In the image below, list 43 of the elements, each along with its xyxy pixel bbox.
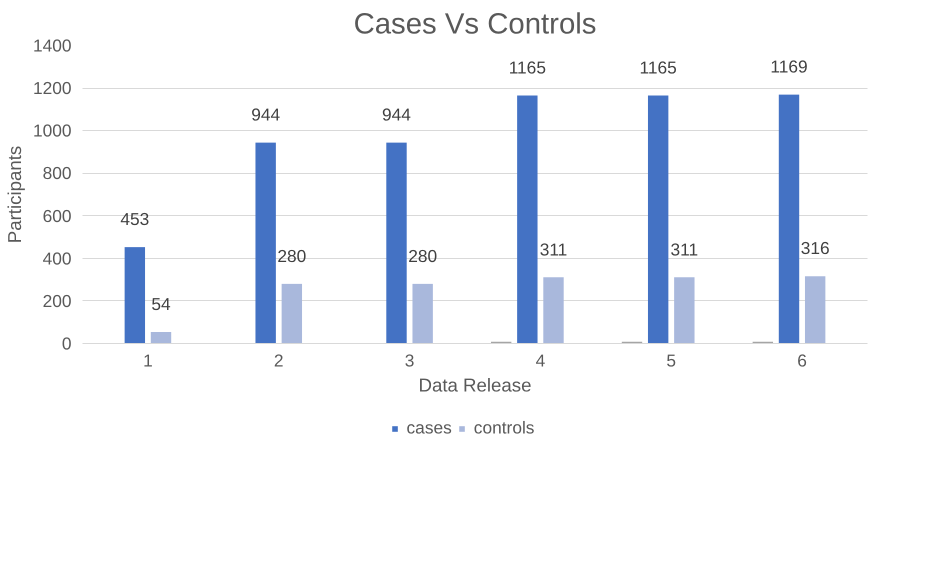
bar — [412, 284, 433, 344]
x-axis-title: Data Release — [418, 374, 532, 396]
y-tick-label: 200 — [42, 290, 72, 311]
x-tick-label: 2 — [274, 350, 284, 370]
x-tick-label: 5 — [666, 350, 676, 370]
bar — [517, 96, 538, 344]
data-label: 1165 — [508, 58, 546, 78]
x-tick-label: 6 — [797, 350, 807, 370]
y-tick-label: 0 — [62, 334, 72, 354]
data-label: 280 — [277, 246, 306, 266]
bar — [674, 277, 695, 344]
data-label: 944 — [382, 104, 412, 125]
bar — [255, 142, 276, 344]
data-label: 453 — [120, 209, 150, 230]
y-tick-label: 800 — [42, 163, 72, 184]
bar — [804, 276, 826, 344]
y-axis-title: Participants — [4, 146, 25, 244]
y-tick-label: 1400 — [32, 36, 72, 56]
legend-label: cases — [406, 418, 452, 438]
data-label: 311 — [540, 239, 568, 260]
bar — [648, 96, 668, 344]
chart-title: Cases Vs Controls — [354, 8, 596, 40]
data-label: 280 — [408, 246, 438, 266]
bar — [282, 284, 302, 344]
y-tick-label: 1200 — [32, 78, 72, 98]
x-tick-label: 4 — [536, 350, 546, 370]
data-label: 311 — [670, 239, 698, 260]
y-tick-label: 400 — [42, 248, 72, 268]
data-label: 1169 — [770, 56, 808, 77]
bar — [778, 94, 800, 344]
bar — [543, 277, 564, 344]
legend-label: controls — [474, 418, 534, 438]
bar — [124, 247, 146, 344]
x-tick-label: 1 — [143, 350, 153, 370]
data-label: 54 — [151, 294, 171, 314]
y-tick-label: 600 — [42, 206, 72, 226]
x-tick-label: 3 — [404, 350, 414, 370]
data-label: 944 — [251, 104, 280, 125]
data-label: 1165 — [640, 58, 677, 78]
bar — [386, 142, 407, 344]
bar — [150, 332, 172, 344]
y-tick-label: 1000 — [32, 120, 72, 141]
data-label: 316 — [800, 238, 830, 258]
